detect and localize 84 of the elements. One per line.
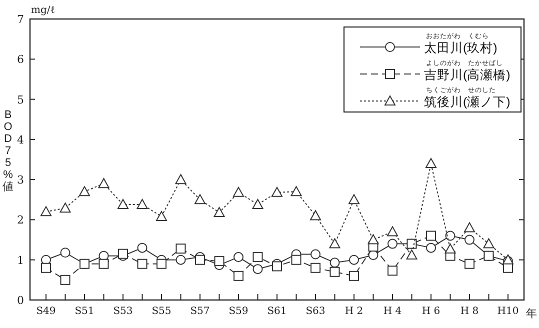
point: [444, 244, 456, 254]
x-tick-label: S57: [190, 306, 210, 317]
point: [79, 186, 90, 196]
point: [330, 266, 340, 277]
legend-label: 吉野川(高瀬橋): [424, 67, 510, 82]
y-tick-label: 3: [17, 174, 24, 187]
point: [252, 252, 263, 262]
point: [290, 186, 302, 196]
point: [118, 198, 128, 209]
point: [98, 258, 109, 269]
point: [175, 174, 186, 184]
point: [464, 222, 475, 232]
point: [464, 258, 474, 269]
point: [60, 274, 70, 285]
point: [426, 230, 436, 241]
point: [310, 249, 320, 260]
text: mg/ℓ: [31, 5, 56, 16]
x-tick-label: H 8: [460, 306, 479, 317]
y-tick-label: 6: [17, 53, 24, 66]
point: [348, 194, 360, 204]
point: [41, 262, 51, 273]
point: [329, 238, 340, 248]
x-tick-label: S63: [306, 306, 326, 317]
x-tick-label: S59: [228, 306, 248, 317]
point: [483, 238, 494, 248]
x-tick-label: S53: [113, 306, 133, 317]
point: [330, 258, 340, 268]
point: [388, 238, 398, 249]
y-tick-label: 7: [17, 13, 24, 26]
point: [40, 206, 52, 216]
point: [80, 258, 90, 269]
point: [426, 158, 436, 168]
point: [60, 248, 70, 258]
x-tick-label: H 6: [422, 306, 440, 317]
point: [272, 186, 282, 197]
point: [445, 230, 456, 241]
point: [310, 210, 321, 220]
y-tick-label: 0: [17, 294, 24, 307]
legend-label: 筑後川(瀬ノ下): [424, 95, 510, 109]
point: [426, 242, 436, 253]
point: [234, 270, 244, 281]
x-tick-label: S49: [36, 306, 56, 317]
x-tick-label: S51: [74, 306, 94, 317]
point: [156, 258, 166, 269]
point: [464, 234, 474, 245]
point: [195, 254, 205, 265]
legend-label: 太田川(玖村): [424, 41, 498, 55]
x-tick-label: S61: [267, 306, 287, 317]
point: [310, 262, 320, 273]
point: [349, 254, 359, 265]
point: [484, 250, 494, 261]
point: [176, 244, 186, 254]
point: [291, 254, 302, 265]
y-tick-label: 5: [17, 93, 24, 106]
point: [214, 256, 224, 266]
point: [194, 194, 206, 204]
point: [233, 186, 244, 197]
point: [98, 178, 110, 188]
point: [272, 261, 282, 272]
point: [368, 234, 379, 244]
point: [60, 202, 71, 213]
x-tick-label: H 2: [344, 306, 364, 317]
y-tick-label: 1: [17, 254, 24, 267]
point: [387, 226, 398, 236]
x-tick-label: H10: [497, 306, 519, 317]
point: [252, 198, 264, 209]
point: [156, 211, 167, 222]
point: [137, 258, 148, 269]
point: [214, 206, 225, 217]
point: [176, 254, 186, 265]
y-tick-label: 4: [17, 133, 24, 146]
point: [234, 252, 244, 262]
point: [406, 238, 417, 249]
point: [137, 242, 148, 253]
point: [252, 264, 263, 274]
point: [136, 198, 148, 209]
x-axis-title: 年: [526, 308, 537, 320]
y-axis-title: BOD75%値: [2, 109, 14, 193]
point: [349, 270, 359, 281]
x-tick-label: H 4: [383, 306, 402, 317]
y-tick-label: 2: [17, 214, 24, 227]
x-tick-label: S55: [152, 306, 172, 317]
point: [406, 250, 418, 260]
point: [388, 266, 398, 276]
